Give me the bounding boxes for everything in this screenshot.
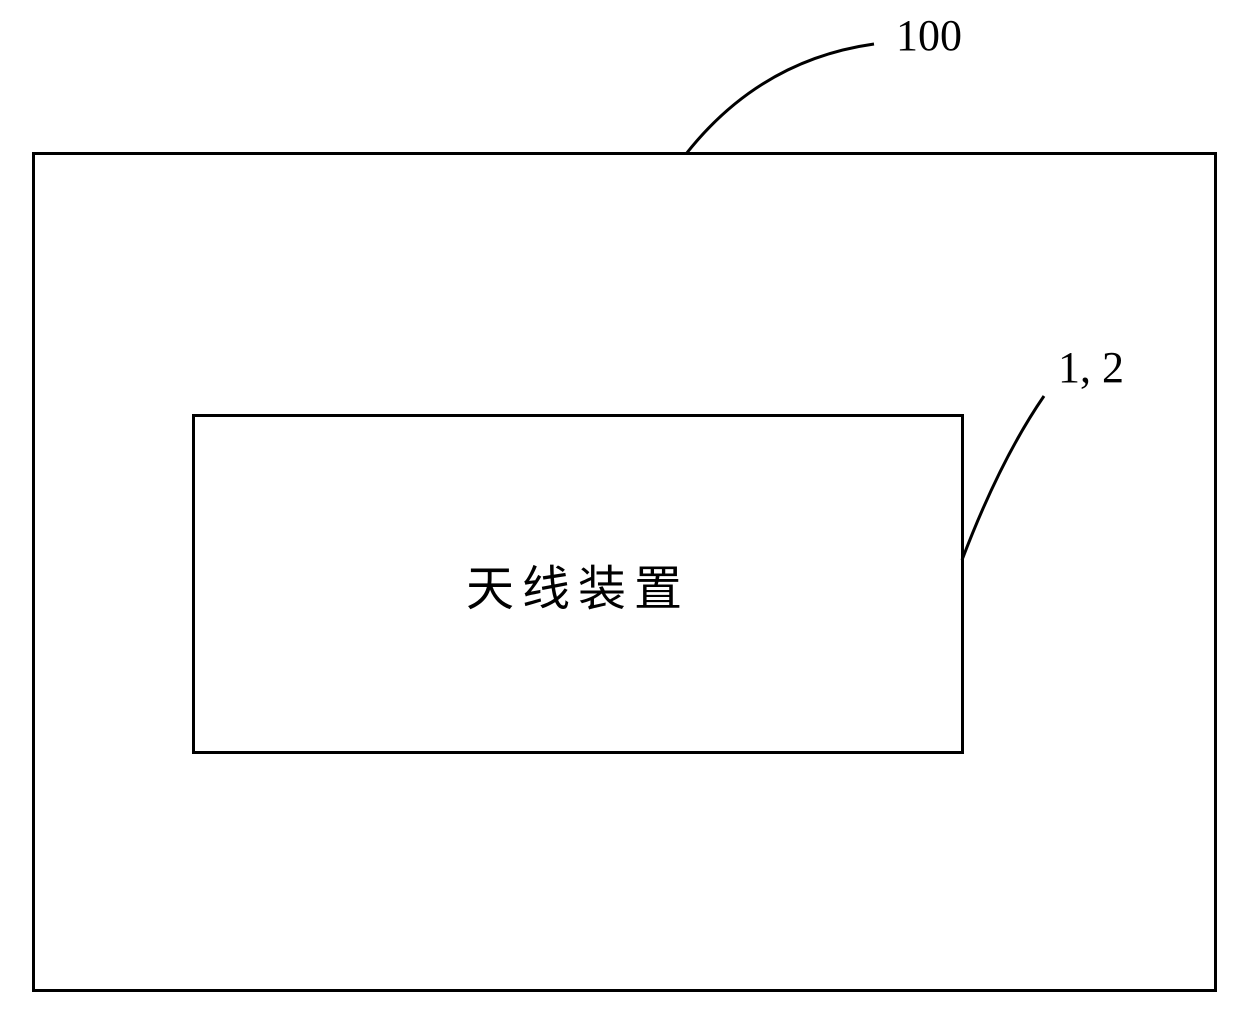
ref-label-100: 100 bbox=[896, 10, 962, 61]
diagram-container: 天线装置 100 1, 2 bbox=[0, 0, 1240, 1031]
inner-box: 天线装置 bbox=[192, 414, 964, 754]
ref-label-1-2: 1, 2 bbox=[1058, 342, 1124, 393]
inner-box-label: 天线装置 bbox=[466, 549, 690, 619]
